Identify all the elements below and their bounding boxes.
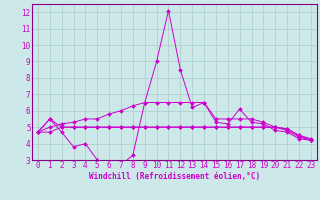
X-axis label: Windchill (Refroidissement éolien,°C): Windchill (Refroidissement éolien,°C) <box>89 172 260 181</box>
